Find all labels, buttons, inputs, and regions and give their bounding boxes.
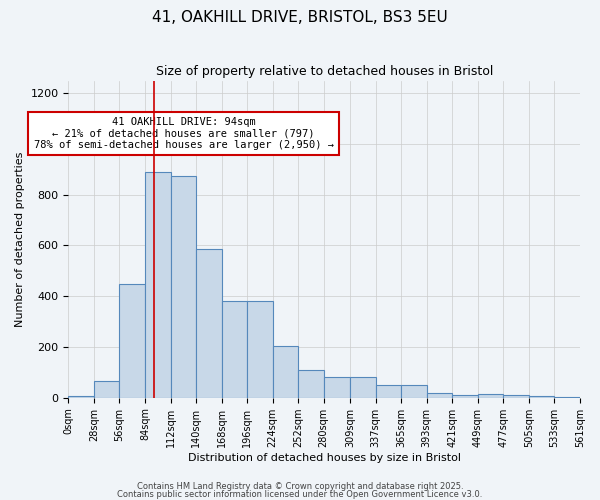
Bar: [119, 284, 145, 398]
Text: Contains HM Land Registry data © Crown copyright and database right 2025.: Contains HM Land Registry data © Crown c…: [137, 482, 463, 491]
Bar: [247, 302, 272, 398]
Bar: [196, 250, 221, 398]
Bar: [145, 172, 170, 398]
Bar: [350, 378, 376, 398]
Bar: [272, 346, 298, 398]
Text: 41, OAKHILL DRIVE, BRISTOL, BS3 5EU: 41, OAKHILL DRIVE, BRISTOL, BS3 5EU: [152, 10, 448, 25]
Bar: [478, 394, 503, 398]
Bar: [68, 396, 94, 398]
Text: 41 OAKHILL DRIVE: 94sqm
← 21% of detached houses are smaller (797)
78% of semi-d: 41 OAKHILL DRIVE: 94sqm ← 21% of detache…: [34, 117, 334, 150]
X-axis label: Distribution of detached houses by size in Bristol: Distribution of detached houses by size …: [188, 452, 461, 462]
Title: Size of property relative to detached houses in Bristol: Size of property relative to detached ho…: [155, 65, 493, 78]
Bar: [529, 396, 554, 398]
Bar: [94, 381, 119, 398]
Bar: [324, 378, 350, 398]
Bar: [427, 392, 452, 398]
Bar: [221, 302, 247, 398]
Bar: [554, 397, 580, 398]
Bar: [170, 176, 196, 398]
Y-axis label: Number of detached properties: Number of detached properties: [15, 152, 25, 327]
Bar: [503, 395, 529, 398]
Bar: [452, 395, 478, 398]
Text: Contains public sector information licensed under the Open Government Licence v3: Contains public sector information licen…: [118, 490, 482, 499]
Bar: [298, 370, 324, 398]
Bar: [401, 385, 427, 398]
Bar: [376, 385, 401, 398]
